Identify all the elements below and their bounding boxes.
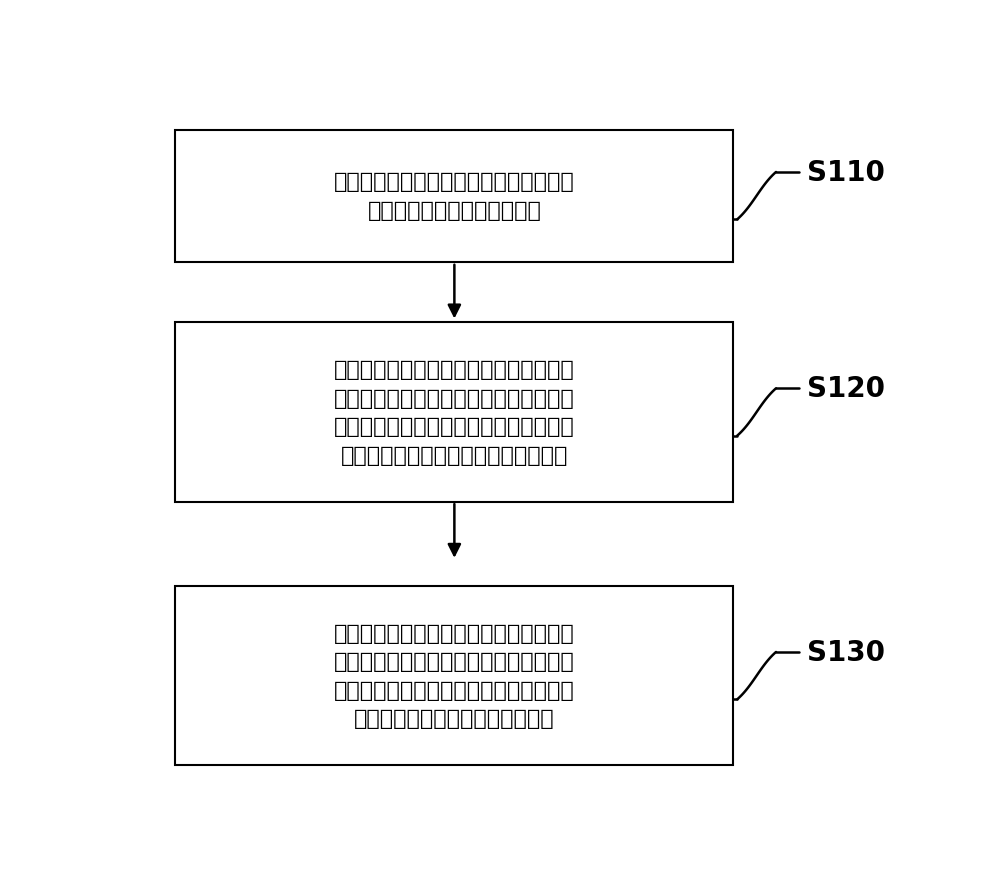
Text: 置指令，确定待编辑技能节点: 置指令，确定待编辑技能节点 bbox=[367, 201, 541, 221]
Text: 针对每个待编辑技能节点，获取所述待编: 针对每个待编辑技能节点，获取所述待编 bbox=[334, 360, 575, 380]
Text: 节点连接图作为游戏技能生成结果: 节点连接图作为游戏技能生成结果 bbox=[354, 709, 555, 729]
Text: S130: S130 bbox=[807, 638, 885, 667]
Text: 的参数进行调整，得到已编辑技能节点: 的参数进行调整，得到已编辑技能节点 bbox=[341, 445, 568, 465]
Text: S120: S120 bbox=[807, 374, 885, 403]
FancyBboxPatch shape bbox=[175, 323, 733, 502]
Text: 接指令，将全部所述已编辑技能节点进行: 接指令，将全部所述已编辑技能节点进行 bbox=[334, 652, 575, 672]
FancyBboxPatch shape bbox=[175, 587, 733, 766]
Text: 辑技能节点对应的参数编辑指令，根据所: 辑技能节点对应的参数编辑指令，根据所 bbox=[334, 389, 575, 409]
FancyBboxPatch shape bbox=[175, 131, 733, 262]
Text: S110: S110 bbox=[807, 159, 885, 187]
Text: 连接得到技能节点连接图，并将所述技能: 连接得到技能节点连接图，并将所述技能 bbox=[334, 680, 575, 700]
Text: 述参数编辑指令对所述待编辑技能节点中: 述参数编辑指令对所述待编辑技能节点中 bbox=[334, 417, 575, 437]
Text: 响应于针对所述已编辑技能节点的节点连: 响应于针对所述已编辑技能节点的节点连 bbox=[334, 624, 575, 644]
Text: 响应于针对预设界面中技能节点的节点设: 响应于针对预设界面中技能节点的节点设 bbox=[334, 172, 575, 192]
